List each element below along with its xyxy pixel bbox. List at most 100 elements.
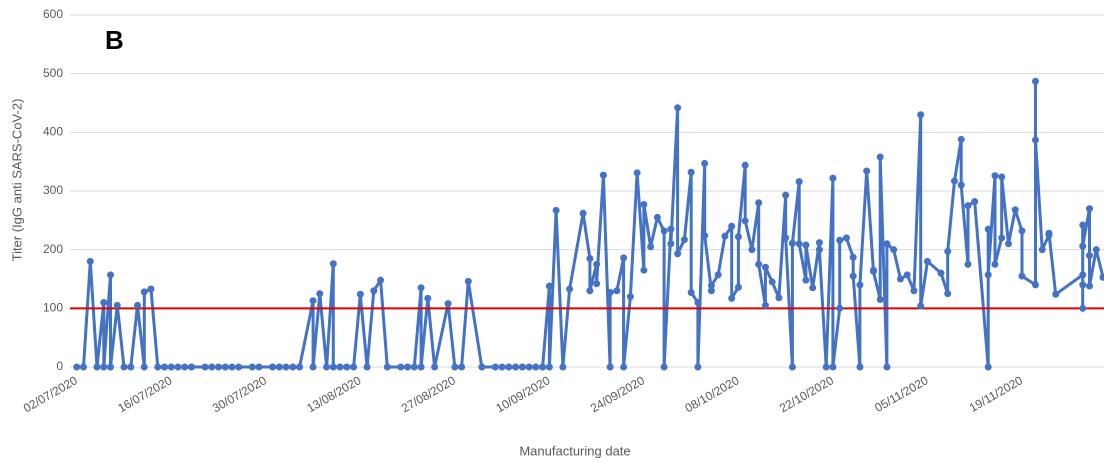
data-point [1085,282,1093,290]
data-point [802,276,810,284]
data-point [593,280,601,288]
data-point [984,363,992,371]
data-point [329,260,337,268]
data-point [127,363,135,371]
data-point [829,363,837,371]
data-point [795,178,803,186]
data-point [748,246,756,254]
data-point [788,239,796,247]
data-point [633,169,641,177]
data-point [113,301,121,309]
data-point [1085,252,1093,260]
y-tick-label: 100 [43,301,63,315]
data-point [822,363,830,371]
data-point [836,236,844,244]
y-tick-label: 400 [43,125,63,139]
data-point [694,363,702,371]
y-axis-label: Titer (IgG anti SARS-CoV-2) [9,99,24,262]
data-point [356,290,364,298]
data-point [728,294,736,302]
data-point [667,240,675,248]
data-point [788,363,796,371]
data-point [647,243,655,251]
data-point [586,254,594,262]
data-point [134,301,142,309]
data-point [1079,281,1087,289]
data-point [1031,77,1039,85]
data-point [93,363,101,371]
data-point [599,171,607,179]
data-point [201,363,209,371]
data-point [566,285,574,293]
data-point [910,287,918,295]
data-point [687,288,695,296]
data-point [1092,246,1100,254]
data-point [464,277,472,285]
data-point [998,234,1006,242]
data-point [181,363,189,371]
x-tick-label: 19/11/2020 [967,373,1026,415]
data-point [1079,221,1087,229]
data-point [296,363,304,371]
x-tick-label: 05/11/2020 [872,373,931,415]
data-point [802,241,810,249]
data-point [1085,205,1093,213]
data-point [512,363,520,371]
data-point [923,257,931,265]
data-point [545,363,553,371]
data-point [410,363,418,371]
data-point [73,363,81,371]
data-point [586,287,594,295]
data-point [964,260,972,268]
y-tick-label: 200 [43,242,63,256]
data-point [620,363,628,371]
data-point [721,232,729,240]
data-point [957,135,965,143]
data-point [107,363,115,371]
data-point [741,217,749,225]
x-tick-label: 02/07/2020 [21,373,80,415]
data-point [667,225,675,233]
data-point [1079,242,1087,250]
data-point [795,240,803,248]
data-point [525,363,533,371]
data-point [100,363,108,371]
data-point [1079,271,1087,279]
data-point [694,298,702,306]
data-point [140,288,148,296]
data-point [431,363,439,371]
data-point [937,269,945,277]
data-point [100,298,108,306]
data-point [869,267,877,275]
data-point [613,287,621,295]
data-point [404,363,412,371]
data-point [491,363,499,371]
x-tick-label: 10/09/2020 [493,373,552,415]
data-point [167,363,175,371]
data-point [545,282,553,290]
data-point [363,363,371,371]
data-point [498,363,506,371]
data-point [620,254,628,262]
data-point [640,266,648,274]
data-line [76,79,1104,369]
x-tick-label: 08/10/2020 [682,373,741,415]
data-point [397,363,405,371]
data-point [269,363,277,371]
data-point [154,363,162,371]
data-point [768,278,776,286]
data-point [1018,227,1026,235]
data-point [417,363,425,371]
data-point [998,173,1006,181]
data-point [552,206,560,214]
data-point [815,239,823,247]
data-point [539,363,547,371]
data-point [370,287,378,295]
data-point [255,363,263,371]
data-point [107,271,115,279]
data-point [417,284,425,292]
data-point [761,301,769,309]
data-point [849,272,857,280]
data-point [309,297,317,305]
data-point [478,363,486,371]
